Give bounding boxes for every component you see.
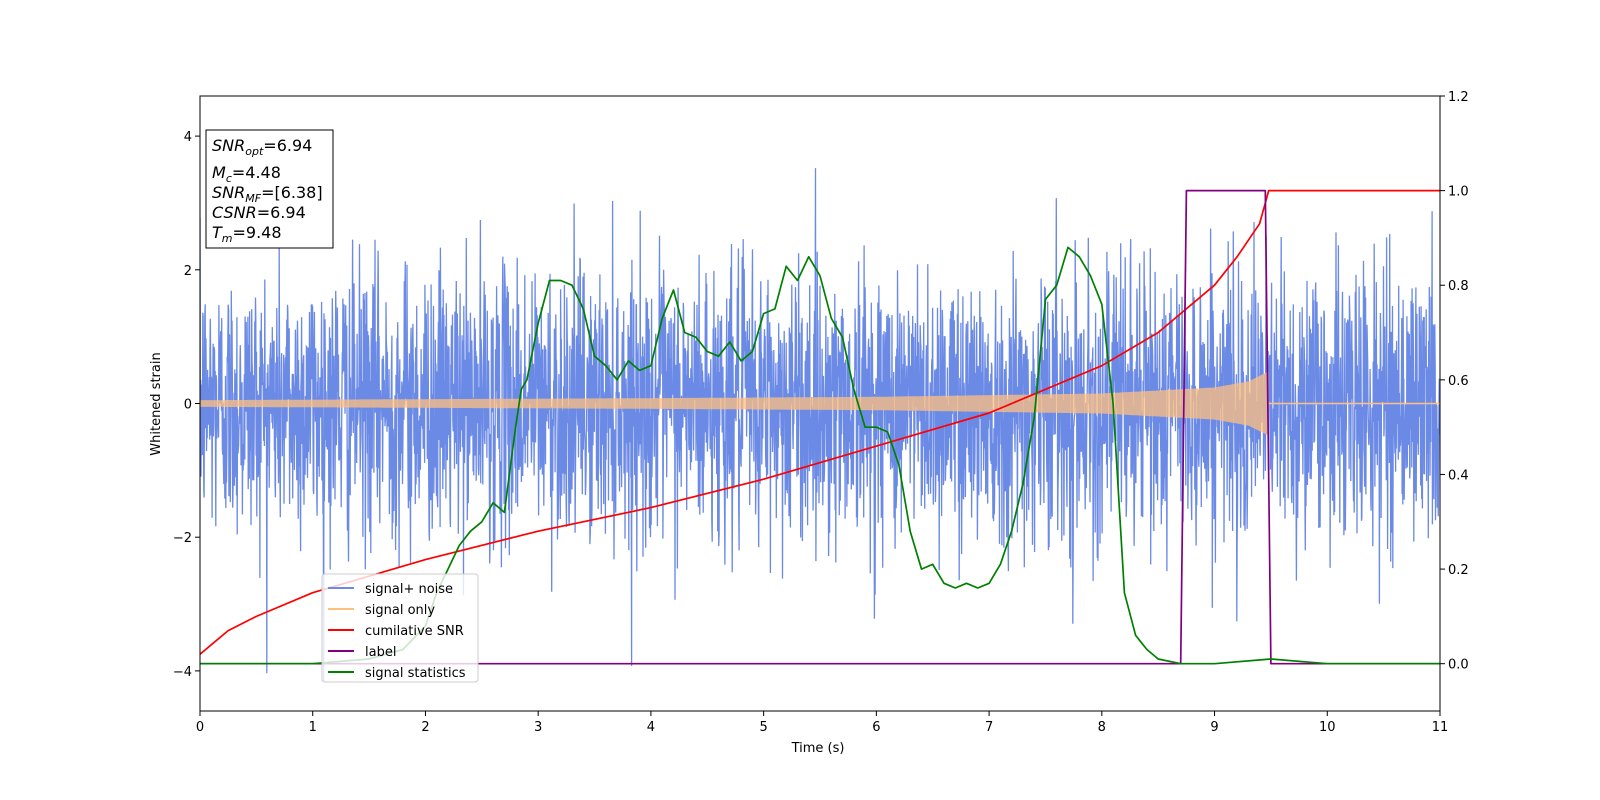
x-tick-label: 11 <box>1432 720 1449 735</box>
y-axis-right-ticks: 0.0 0.2 0.4 0.6 0.8 1.0 1.2 <box>1440 90 1469 673</box>
x-tick-label: 9 <box>1210 720 1218 735</box>
series-layer <box>200 168 1440 681</box>
x-tick-label: 6 <box>872 720 880 735</box>
x-tick-label: 4 <box>647 720 655 735</box>
y-left-tick-label: −2 <box>173 531 192 546</box>
x-tick-label: 1 <box>309 720 317 735</box>
y-left-tick-label: −4 <box>173 665 192 680</box>
annotation-line: Tm=9.48 <box>212 223 282 245</box>
y-axis-label: Whitened strain <box>149 352 164 455</box>
x-tick-label: 0 <box>196 720 204 735</box>
x-tick-label: 7 <box>985 720 993 735</box>
annotation-line: Mc=4.48 <box>212 163 281 185</box>
legend-entry: signal statistics <box>365 666 466 681</box>
y-right-tick-label: 1.0 <box>1448 185 1469 200</box>
x-axis-label: Time (s) <box>791 741 845 756</box>
annotation-line: SNRMF=[6.38] <box>212 183 323 205</box>
x-tick-label: 5 <box>759 720 767 735</box>
y-left-tick-label: 4 <box>184 130 192 145</box>
y-left-tick-label: 0 <box>184 398 192 413</box>
x-tick-label: 10 <box>1319 720 1336 735</box>
y-left-tick-label: 2 <box>184 264 192 279</box>
x-tick-label: 8 <box>1098 720 1106 735</box>
series-signal-statistics <box>200 246 1440 665</box>
x-axis-ticks: 0 1 2 3 4 5 6 7 8 9 10 11 <box>196 711 1448 735</box>
x-tick-label: 2 <box>421 720 429 735</box>
legend-entry: label <box>365 645 396 660</box>
x-tick-label: 3 <box>534 720 542 735</box>
annotation-line: CSNR=6.94 <box>212 203 306 222</box>
series-signal-noise <box>200 168 1440 681</box>
legend-entry: signal+ noise <box>365 582 453 597</box>
y-right-tick-label: 0.4 <box>1448 468 1469 483</box>
legend-entry: cumilative SNR <box>365 624 464 639</box>
y-right-tick-label: 0.2 <box>1448 563 1469 578</box>
y-right-tick-label: 0.8 <box>1448 279 1469 294</box>
annotation-box: SNRopt=6.94 Mc=4.48SNRMF=[6.38]CSNR=6.94T… <box>205 129 334 249</box>
y-axis-left-ticks: −4 −2 0 2 4 <box>173 130 200 680</box>
annotation-line: SNRopt=6.94 <box>212 136 312 158</box>
annotation-frame <box>205 129 334 249</box>
legend-frame <box>321 573 479 683</box>
y-right-tick-label: 1.2 <box>1448 90 1469 105</box>
y-right-tick-label: 0.0 <box>1448 658 1469 673</box>
series-cumulative-snr <box>200 189 1440 655</box>
series-signal-only <box>200 371 1269 436</box>
legend: signal+ noise signal only cumilative SNR la… <box>321 573 479 683</box>
y-right-tick-label: 0.6 <box>1448 374 1469 389</box>
legend-entry: signal only <box>365 603 435 618</box>
series-label <box>200 189 1440 665</box>
